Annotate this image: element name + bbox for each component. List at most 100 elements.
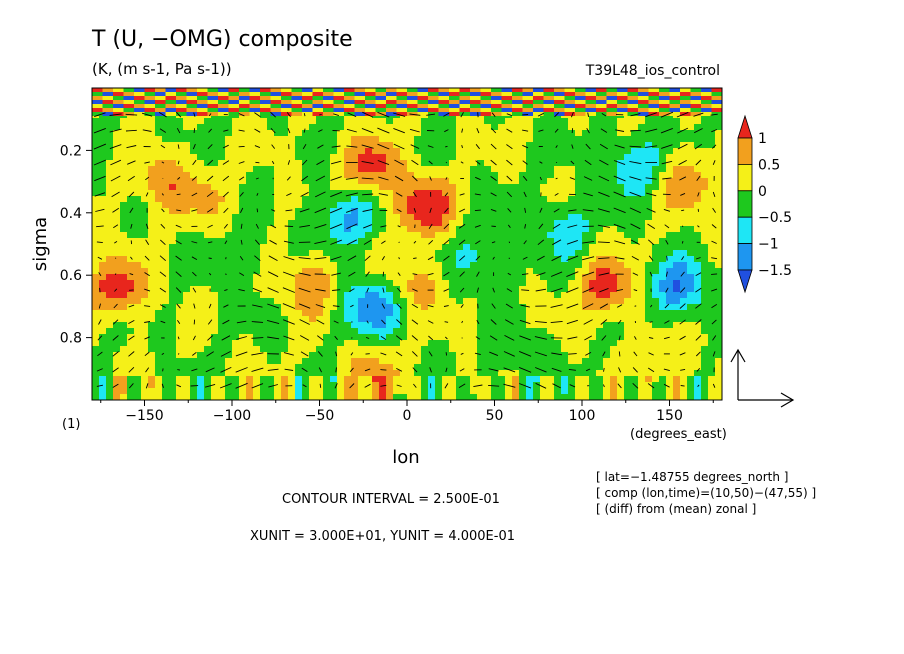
heatmap-cell [232, 268, 240, 275]
heatmap-cell [274, 142, 282, 149]
heatmap-cell [372, 148, 380, 155]
heatmap-cell [127, 226, 135, 233]
stripe-cell [239, 92, 250, 96]
heatmap-cell [316, 190, 324, 197]
heatmap-cell [393, 256, 401, 263]
heatmap-cell [162, 340, 170, 347]
heatmap-cell [519, 166, 527, 173]
heatmap-cell [701, 160, 709, 167]
heatmap-cell [617, 148, 625, 155]
heatmap-cell [92, 352, 100, 359]
heatmap-cell [694, 142, 702, 149]
heatmap-cell [337, 334, 345, 341]
heatmap-cell [183, 292, 191, 299]
heatmap-cell [694, 256, 702, 263]
stripe-cell [659, 100, 670, 104]
heatmap-cell [400, 166, 408, 173]
heatmap-cell [708, 250, 716, 257]
heatmap-cell [652, 202, 660, 209]
stripe-cell [344, 104, 355, 108]
heatmap-cell [659, 274, 667, 281]
heatmap-cell [407, 280, 415, 287]
heatmap-cell [694, 184, 702, 191]
heatmap-cell [134, 316, 142, 323]
heatmap-cell [393, 172, 401, 179]
heatmap-cell [505, 310, 513, 317]
heatmap-cell [589, 274, 597, 281]
heatmap-cell [337, 166, 345, 173]
heatmap-cell [400, 376, 408, 383]
heatmap-cell [134, 178, 142, 185]
heatmap-cell [218, 286, 226, 293]
heatmap-cell [127, 364, 135, 371]
heatmap-cell [617, 304, 625, 311]
heatmap-cell [393, 370, 401, 377]
heatmap-cell [92, 394, 100, 400]
heatmap-cell [596, 118, 604, 125]
heatmap-cell [379, 226, 387, 233]
heatmap-cell [295, 184, 303, 191]
heatmap-cell [645, 202, 653, 209]
heatmap-cell [540, 274, 548, 281]
heatmap-cell [127, 346, 135, 353]
heatmap-cell [92, 202, 100, 209]
heatmap-cell [680, 244, 688, 251]
stripe-cell [207, 100, 219, 104]
heatmap-cell [484, 292, 492, 299]
heatmap-cell [232, 226, 240, 233]
heatmap-cell [449, 256, 457, 263]
heatmap-cell [253, 280, 261, 287]
heatmap-cell [694, 148, 702, 155]
heatmap-cell [127, 220, 135, 227]
heatmap-cell [484, 382, 492, 389]
heatmap-cell [435, 322, 443, 329]
heatmap-cell [582, 388, 590, 395]
heatmap-cell [477, 196, 485, 203]
heatmap-cell [470, 304, 478, 311]
heatmap-cell [155, 166, 163, 173]
heatmap-cell [470, 226, 478, 233]
heatmap-cell [596, 316, 604, 323]
heatmap-cell [120, 160, 128, 167]
heatmap-cell [526, 340, 534, 347]
heatmap-cell [568, 316, 576, 323]
heatmap-cell [358, 274, 366, 281]
heatmap-cell [204, 136, 212, 143]
heatmap-cell [99, 346, 107, 353]
heatmap-cell [624, 172, 632, 179]
heatmap-cell [526, 190, 534, 197]
heatmap-cell [155, 130, 163, 137]
heatmap-cell [113, 304, 121, 311]
heatmap-cell [659, 232, 667, 239]
stripe-cell [281, 100, 292, 104]
stripe-cell [386, 92, 397, 96]
stripe-cell [648, 104, 660, 108]
heatmap-cell [337, 244, 345, 251]
heatmap-cell [449, 280, 457, 287]
heatmap-cell [456, 202, 464, 209]
heatmap-cell [295, 310, 303, 317]
heatmap-cell [183, 364, 191, 371]
heatmap-cell [176, 154, 184, 161]
heatmap-cell [505, 298, 513, 305]
heatmap-cell [652, 376, 660, 383]
heatmap-cell [323, 160, 331, 167]
heatmap-cell [449, 172, 457, 179]
stripe-cell [417, 96, 429, 100]
heatmap-cell [610, 328, 618, 335]
heatmap-cell [442, 238, 450, 245]
heatmap-cell [127, 238, 135, 245]
heatmap-cell [610, 322, 618, 329]
heatmap-cell [211, 148, 219, 155]
heatmap-cell [414, 346, 422, 353]
heatmap-cell [267, 280, 275, 287]
heatmap-cell [267, 340, 275, 347]
heatmap-cell [680, 250, 688, 257]
heatmap-cell [414, 160, 422, 167]
heatmap-cell [204, 376, 212, 383]
heatmap-cell [428, 148, 436, 155]
heatmap-cell [106, 316, 114, 323]
heatmap-cell [652, 328, 660, 335]
heatmap-cell [169, 274, 177, 281]
heatmap-cell [505, 274, 513, 281]
